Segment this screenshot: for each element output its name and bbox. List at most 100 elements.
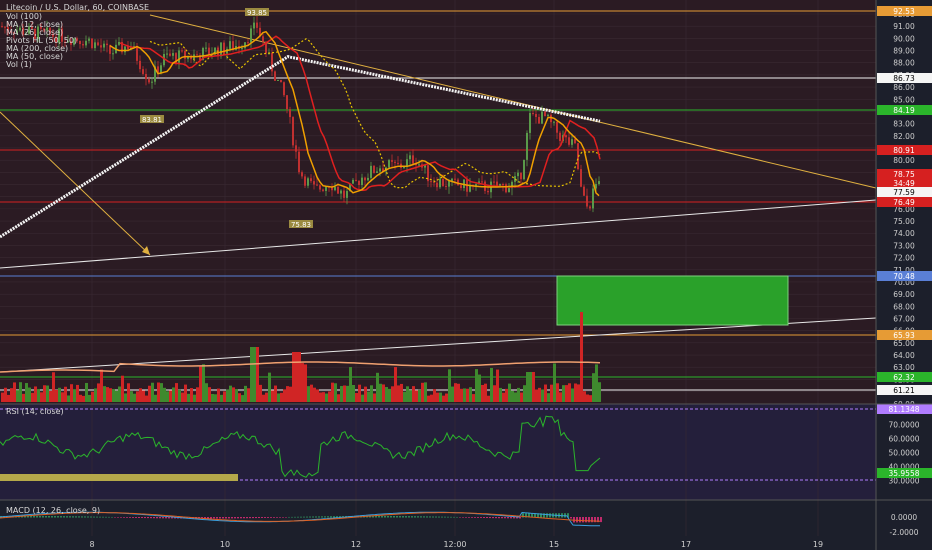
indicator-ma12[interactable]: MA (12, close): [6, 20, 63, 29]
indicator-pivots[interactable]: Pivots HL (50, 50): [6, 36, 77, 45]
macd-hist-bar: [600, 517, 602, 523]
price-tick: 89.00: [893, 47, 915, 56]
candle-body: [553, 121, 555, 123]
time-tick: 19: [813, 540, 823, 549]
volume-bar: [427, 395, 430, 402]
macd-hist-bar: [159, 517, 161, 519]
macd-hist-bar: [249, 517, 251, 519]
macd-hist-bar: [207, 517, 209, 519]
price-tag: 80.91: [893, 146, 915, 155]
volume-bar: [238, 393, 241, 402]
volume-bar: [262, 394, 265, 402]
candle-body: [463, 179, 465, 189]
volume-bar: [538, 387, 541, 402]
candle-body: [487, 190, 489, 193]
volume-bar: [271, 390, 274, 402]
rsi-pane[interactable]: [0, 404, 876, 500]
volume-bar: [358, 384, 361, 402]
candle-body: [388, 160, 390, 168]
volume-bar: [430, 394, 433, 402]
indicator-ma200[interactable]: MA (200, close): [6, 44, 68, 53]
target-zone-box[interactable]: [556, 275, 789, 326]
volume-bar: [7, 394, 10, 402]
candle-body: [535, 113, 537, 117]
time-tick: 17: [681, 540, 691, 549]
volume-bar: [292, 352, 295, 402]
macd-hist-bar: [453, 516, 455, 518]
candle-body: [43, 28, 45, 31]
volume-bar: [406, 386, 409, 402]
volume-bar: [208, 387, 211, 402]
macd-hist-bar: [255, 517, 257, 519]
volume-bar: [265, 392, 268, 402]
candle-body: [283, 82, 285, 96]
macd-hist-bar: [411, 516, 413, 518]
volume-bar: [130, 391, 133, 402]
volume-bar: [139, 388, 142, 402]
volume-bar: [523, 385, 526, 402]
volume-bar: [562, 385, 565, 402]
macd-hist-bar: [201, 517, 203, 519]
macd-hist-bar: [144, 517, 146, 519]
macd-hist-bar: [78, 516, 80, 518]
macd-hist-bar: [504, 517, 506, 519]
price-tick: 71.00: [893, 266, 915, 275]
macd-hist-bar: [408, 516, 410, 518]
ascending-trendline[interactable]: [0, 199, 877, 269]
volume-bar: [43, 385, 46, 402]
volume-bar: [451, 386, 454, 402]
indicator-vol1[interactable]: Vol (1): [6, 60, 32, 69]
macd-hist-bar: [399, 516, 401, 518]
volume-bar: [577, 384, 580, 402]
macd-hist-bar: [471, 517, 473, 518]
candle-body: [589, 206, 591, 209]
candle-body: [541, 111, 543, 124]
macd-hist-bar: [33, 515, 35, 518]
volume-bar: [352, 384, 355, 402]
indicator-ma50[interactable]: MA (50, close): [6, 52, 63, 61]
candle-body: [367, 177, 369, 181]
candle-body: [271, 52, 273, 72]
macd-title[interactable]: MACD (12, 26, close, 9): [6, 506, 100, 515]
time-tick: 12:00: [443, 540, 466, 549]
price-tick: 86.00: [893, 83, 915, 92]
indicator-vol100[interactable]: Vol (100): [6, 12, 42, 21]
candle-body: [454, 178, 456, 180]
candle-body: [100, 45, 102, 48]
macd-hist-bar: [288, 516, 290, 518]
descending-trendline[interactable]: [149, 14, 877, 189]
macd-hist-bar: [507, 517, 509, 519]
volume-bar: [403, 391, 406, 402]
lower-ascending-trendline[interactable]: [0, 317, 877, 373]
macd-hist-bar: [54, 516, 56, 518]
macd-hist-bar: [204, 517, 206, 519]
rsi-tick-labels: 70.0000 60.0000 50.0000 40.0000 30.0000 81.13…: [877, 404, 932, 485]
price-tick: 68.00: [893, 302, 915, 311]
arrow-line[interactable]: [0, 111, 151, 256]
candle-body: [223, 42, 225, 54]
time-tick: 12: [351, 540, 361, 549]
rsi-tick: 60.0000: [888, 434, 919, 443]
macd-signal-line[interactable]: [0, 512, 601, 522]
rsi-title[interactable]: RSI (14, close): [6, 407, 64, 416]
candle-body: [208, 47, 210, 55]
macd-pane[interactable]: [0, 500, 876, 536]
price-tick: 80.00: [893, 156, 915, 165]
price-tick: 67.00: [893, 315, 915, 324]
ma12-line[interactable]: [109, 30, 600, 197]
candle-body: [595, 184, 597, 189]
candle-body: [481, 181, 483, 183]
volume-bar: [331, 382, 334, 402]
rsi-line[interactable]: [0, 415, 601, 478]
rsi-highlight-bar[interactable]: [0, 474, 238, 481]
price-tick: 72.00: [893, 254, 915, 263]
candle-body: [298, 151, 300, 173]
macd-hist-bar: [279, 517, 281, 518]
macd-hist-bar: [477, 517, 479, 518]
volume-bar: [64, 386, 67, 402]
candle-body: [247, 42, 249, 44]
macd-hist-bar: [567, 513, 569, 518]
macd-hist-bar: [39, 515, 41, 518]
indicator-ma26[interactable]: MA (26, close): [6, 28, 63, 37]
